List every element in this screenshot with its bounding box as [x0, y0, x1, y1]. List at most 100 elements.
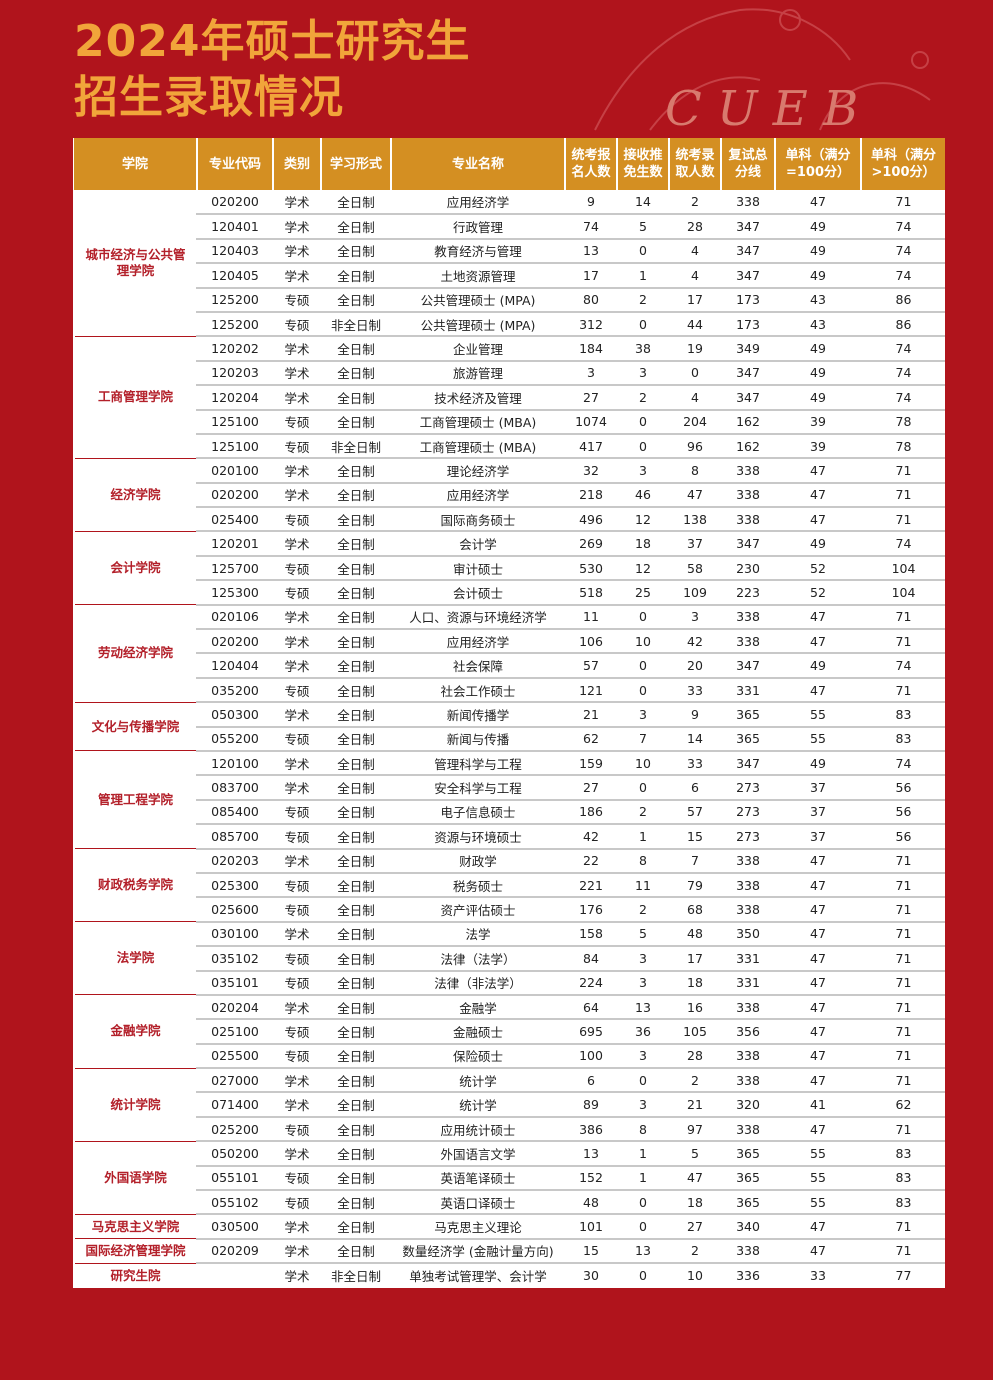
cell-major-name: 公共管理硕士 (MPA)	[390, 311, 565, 338]
table-row: 025400 专硕 全日制 国际商务硕士 496 12 138 338 47 71	[74, 507, 945, 533]
cell-single-subject-100: 47	[774, 629, 861, 655]
cell-major-name: 会计硕士	[390, 580, 565, 606]
cell-major-name: 社会保障	[390, 653, 565, 679]
table-row: 125100 专硕 全日制 工商管理硕士 (MBA) 1074 0 204 162 39 78	[74, 409, 945, 435]
cell-retest-total-line: 338	[720, 604, 775, 631]
cell-major-name: 会计学	[390, 531, 565, 557]
table-row: 035200 专硕 全日制 社会工作硕士 121 0 33 331 47 71	[74, 677, 945, 704]
cell-retest-total-line: 230	[720, 555, 775, 582]
cell-category: 专硕	[272, 726, 321, 753]
cell-exempt-admits: 3	[616, 1092, 669, 1118]
cell-applicants: 106	[564, 629, 617, 655]
cell-retest-total-line: 223	[720, 580, 775, 606]
cell-exam-admits: 0	[668, 360, 721, 387]
cell-single-subject-over-100: 56	[860, 824, 945, 850]
cell-exempt-admits: 2	[616, 287, 669, 313]
cell-single-subject-over-100: 83	[860, 702, 945, 728]
cell-study-mode: 全日制	[320, 507, 391, 533]
header-major-code: 专业代码	[196, 138, 273, 190]
cell-single-subject-100: 47	[774, 872, 861, 899]
cell-major-name: 金融硕士	[390, 1019, 565, 1045]
cell-major-name: 应用统计硕士	[390, 1116, 565, 1143]
cell-study-mode: 全日制	[320, 872, 391, 899]
college-name: 文化与传播学院	[73, 702, 197, 752]
cell-single-subject-over-100: 71	[860, 848, 945, 874]
cell-retest-total-line: 347	[720, 360, 775, 387]
cell-major-code: 085400	[196, 799, 273, 826]
cell-single-subject-100: 43	[774, 311, 861, 338]
cell-exempt-admits: 46	[616, 482, 669, 509]
cell-single-subject-over-100: 71	[860, 677, 945, 704]
cell-major-code: 025500	[196, 1043, 273, 1070]
table-row: 085700 专硕 全日制 资源与环境硕士 42 1 15 273 37 56	[74, 824, 945, 850]
table-row: 120401 学术 全日制 行政管理 74 5 28 347 49 74	[74, 214, 945, 240]
cell-applicants: 32	[564, 458, 617, 484]
cell-retest-total-line: 340	[720, 1214, 775, 1240]
cell-major-name: 税务硕士	[390, 872, 565, 899]
cell-exam-admits: 20	[668, 653, 721, 679]
cell-exam-admits: 21	[668, 1092, 721, 1118]
cell-category: 学术	[272, 629, 321, 655]
cell-exam-admits: 44	[668, 311, 721, 338]
cell-category: 专硕	[272, 824, 321, 850]
cell-study-mode: 全日制	[320, 336, 391, 362]
cell-exam-admits: 2	[668, 1238, 721, 1265]
cell-retest-total-line: 347	[720, 531, 775, 557]
cell-exempt-admits: 0	[616, 775, 669, 801]
cell-applicants: 312	[564, 311, 617, 338]
cell-exempt-admits: 3	[616, 458, 669, 484]
cell-applicants: 9	[564, 190, 617, 216]
cell-study-mode: 全日制	[320, 848, 391, 874]
table-row: 120404 学术 全日制 社会保障 57 0 20 347 49 74	[74, 653, 945, 679]
cell-single-subject-over-100: 71	[860, 507, 945, 533]
cell-applicants: 13	[564, 1141, 617, 1167]
cell-study-mode: 全日制	[320, 677, 391, 704]
cell-study-mode: 全日制	[320, 360, 391, 387]
cell-major-name: 工商管理硕士 (MBA)	[390, 433, 565, 460]
cell-study-mode: 全日制	[320, 970, 391, 996]
table-row: 020200 学术 全日制 应用经济学 218 46 47 338 47 71	[74, 482, 945, 509]
cell-single-subject-over-100: 77	[860, 1263, 945, 1288]
page-title-line1: 2024年硕士研究生	[74, 16, 471, 67]
table-row: 管理工程学院 120100 学术 全日制 管理科学与工程 159 10 33 347 49 74	[73, 750, 945, 850]
college-name: 经济学院	[73, 458, 197, 532]
cell-major-name: 新闻传播学	[390, 702, 565, 728]
table-row: 外国语学院 050200 学术 全日制 外国语言文学 13 1 5 365 55 83	[73, 1141, 945, 1215]
cell-major-code: 125200	[196, 311, 273, 338]
cell-exam-admits: 28	[668, 1043, 721, 1070]
header-exam-admits: 统考录取人数	[668, 138, 721, 190]
cell-applicants: 158	[564, 921, 617, 948]
cell-category: 学术	[272, 238, 321, 265]
cell-applicants: 62	[564, 726, 617, 753]
cell-exam-admits: 19	[668, 336, 721, 362]
college-name: 研究生院	[73, 1263, 197, 1288]
cell-single-subject-100: 47	[774, 946, 861, 972]
table-row: 国际经济管理学院 020209 学术 全日制 数量经济学 (金融计量方向) 15 13 2 33…	[73, 1238, 945, 1265]
cell-major-code: 120202	[196, 336, 273, 362]
cell-single-subject-over-100: 71	[860, 1043, 945, 1070]
cell-exempt-admits: 12	[616, 555, 669, 582]
cell-study-mode: 全日制	[320, 555, 391, 582]
cell-category: 学术	[272, 1214, 321, 1240]
cell-category: 专硕	[272, 555, 321, 582]
cell-single-subject-over-100: 78	[860, 433, 945, 460]
table-row: 025200 专硕 全日制 应用统计硕士 386 8 97 338 47 71	[74, 1116, 945, 1143]
cell-applicants: 417	[564, 433, 617, 460]
cell-study-mode: 全日制	[320, 1190, 391, 1216]
cell-retest-total-line: 347	[720, 750, 775, 777]
cell-applicants: 74	[564, 214, 617, 240]
table-row: 工商管理学院 120202 学术 全日制 企业管理 184 38 19 349 49 74	[73, 336, 945, 459]
college-name: 城市经济与公共管理学院	[73, 190, 197, 337]
cell-applicants: 3	[564, 360, 617, 387]
cell-single-subject-100: 49	[774, 238, 861, 265]
cell-major-name: 应用经济学	[390, 482, 565, 509]
cell-major-code: 025300	[196, 872, 273, 899]
cell-single-subject-100: 47	[774, 1068, 861, 1094]
cell-major-code: 020106	[196, 604, 273, 631]
cell-major-name: 公共管理硕士 (MPA)	[390, 287, 565, 313]
cell-exempt-admits: 0	[616, 238, 669, 265]
cell-exempt-admits: 1	[616, 824, 669, 850]
cell-applicants: 269	[564, 531, 617, 557]
cell-retest-total-line: 331	[720, 677, 775, 704]
cell-study-mode: 全日制	[320, 726, 391, 753]
